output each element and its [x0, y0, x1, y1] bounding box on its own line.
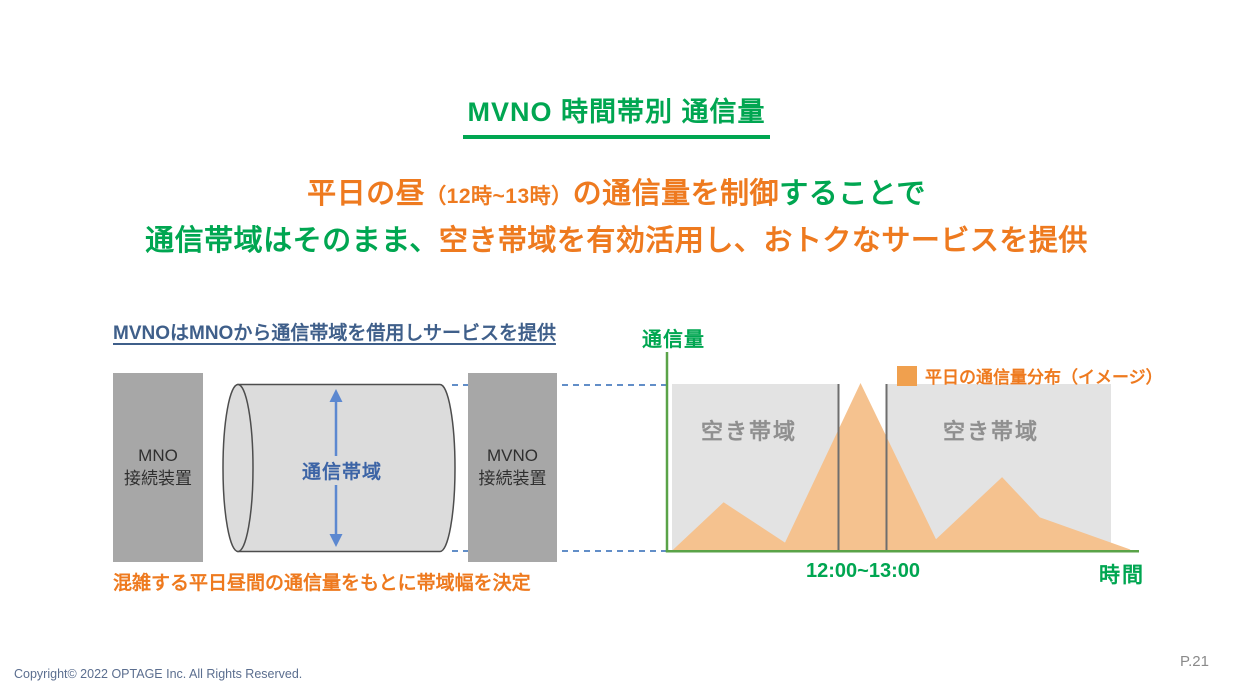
headline-segment: 平日の昼: [307, 178, 426, 210]
bandwidth-arrowhead-up: [329, 389, 343, 402]
traffic-distribution-area: [667, 383, 1139, 551]
headline-segment: の通信量を制御: [572, 178, 780, 210]
cylinder-label: 通信帯域: [299, 456, 386, 485]
mno-box-label-line1: MNO: [138, 445, 178, 465]
headline-segment-small: （12時~13時）: [425, 185, 573, 208]
free-band-label-left: 空き帯域: [701, 419, 798, 444]
mno-device-box: MNO 接続装置: [113, 373, 203, 562]
x-axis-label: 時間: [1099, 564, 1145, 587]
headline-segment: 空き帯域を有効活用し、おトクなサービスを提供: [438, 225, 1088, 257]
mno-box-label-line2: 接続装置: [124, 468, 192, 488]
diagram-heading: MVNOはMNOから通信帯域を借用しサービスを提供: [113, 323, 556, 344]
page-title: MVNO 時間帯別 通信量: [463, 90, 770, 139]
legend-swatch-icon: [897, 365, 917, 386]
diagram-caption: 混雑する平日昼間の通信量をもとに帯域幅を決定: [113, 573, 531, 594]
bandwidth-arrowhead-down: [329, 534, 343, 547]
title-wrap: MVNO 時間帯別 通信量: [0, 90, 1233, 139]
copyright-text: Copyright© 2022 OPTAGE Inc. All Rights R…: [14, 667, 303, 681]
mvno-device-box: MVNO 接続装置: [468, 373, 557, 562]
mvno-box-label-line2: 接続装置: [478, 468, 547, 488]
headline: 平日の昼（12時~13時）の通信量を制御することで 通信帯域はそのまま、空き帯域…: [0, 172, 1233, 264]
headline-line-1: 平日の昼（12時~13時）の通信量を制御することで: [0, 172, 1233, 219]
chart-legend: 平日の通信量分布（イメージ）: [897, 363, 1163, 388]
free-band-label-right: 空き帯域: [943, 419, 1040, 444]
headline-line-2: 通信帯域はそのまま、空き帯域を有効活用し、おトクなサービスを提供: [0, 219, 1233, 264]
headline-segment: 通信帯域はそのまま、: [145, 225, 439, 257]
x-axis-tick-label: 12:00~13:00: [806, 560, 920, 582]
bandwidth-cylinder-cap: [222, 383, 254, 553]
y-axis-label: 通信量: [642, 329, 705, 351]
headline-segment: することで: [779, 178, 926, 210]
mvno-box-label-line1: MVNO: [487, 445, 538, 465]
page-number: P.21: [1180, 653, 1209, 670]
legend-label: 平日の通信量分布（イメージ）: [925, 368, 1163, 387]
